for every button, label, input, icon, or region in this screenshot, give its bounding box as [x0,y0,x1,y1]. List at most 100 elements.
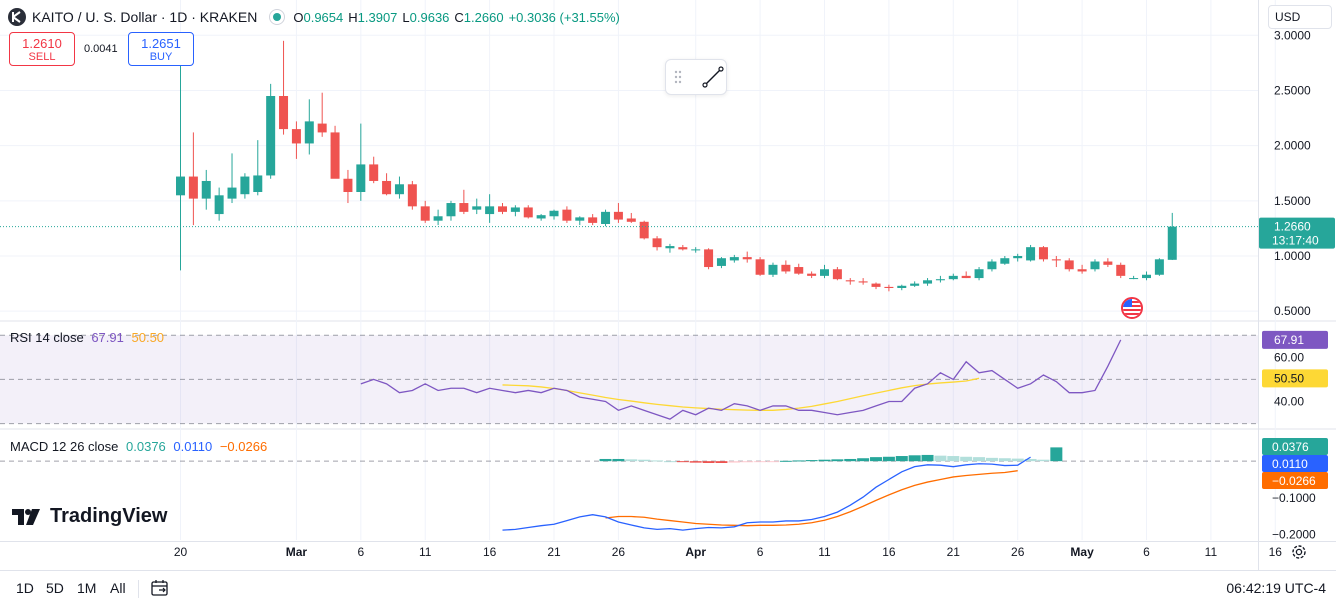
candle-body [227,187,237,199]
x-tick-label: 21 [947,545,961,559]
macd-histogram-bar [676,461,689,463]
candle-body [613,211,623,220]
macd-histogram-bar [1011,458,1024,462]
macd-legend[interactable]: MACD 12 26 close 0.0376 0.0110 −0.0266 [10,439,271,454]
rsi-legend-value: 67.91 [91,330,124,345]
candle-body [588,217,598,223]
macd-histogram-bar [998,458,1011,462]
spread-value: 0.0041 [84,43,118,55]
candle-body [253,175,263,192]
candle-body [1064,260,1074,270]
chart-canvas[interactable]: 20 Mar 6 11 16 21 26 Apr 6 11 16 21 26 May 6 11 16 3.0000… [0,0,1336,570]
candle-body [832,269,842,280]
symbol-header: KAITO / U. S. Dollar · 1D · KRAKEN O0.96… [8,6,620,28]
candle-body [498,206,507,212]
candle-body [575,217,585,221]
candle-body [691,249,701,251]
macd-histogram-bar [831,459,844,462]
market-status-icon[interactable] [269,9,286,25]
x-tick-label: 26 [1011,545,1025,559]
macd-histogram-bar [985,457,998,462]
candle-body [626,218,636,222]
price-change: +0.3036 (+31.55%) [508,9,620,25]
drawing-toolbar[interactable] [665,59,727,95]
macd-histogram-bar [663,461,676,463]
ohlc-close: C1.2660 [454,9,504,25]
ohlc-open: O0.9654 [293,9,344,25]
rsi-legend[interactable]: RSI 14 close 67.91 50.50 [10,330,168,345]
macd-histogram-bar [947,456,960,462]
utc-clock[interactable]: 06:42:19 UTC-4 [1226,580,1326,596]
tradingview-logo[interactable]: TradingView [12,505,167,528]
last-price-label: 1.2660 [1274,220,1311,234]
candle-body [472,206,482,210]
x-tick-label: 20 [174,545,188,559]
last-price-badge [1259,217,1335,249]
us-flag-event-icon[interactable] [1121,297,1143,319]
candle-body [1116,264,1126,276]
rsi-ma-badge [1262,369,1328,388]
currency-value: USD [1275,10,1301,24]
candle-body [485,206,495,215]
candle-body [1103,261,1113,265]
candle-body [897,285,907,288]
x-tick-label: 11 [419,545,432,559]
drag-handle-icon[interactable] [674,70,688,84]
candle-body [317,123,327,133]
range-all-button[interactable]: All [110,580,126,596]
rsi-ma-label: 50.50 [1274,371,1304,385]
trend-line-icon[interactable] [700,64,726,90]
candle-body [871,283,881,287]
candle-body [291,129,301,144]
candle-body [768,264,778,275]
macd-hist-badge [1262,438,1328,455]
macd-histogram-bar [754,461,767,463]
toolbar-divider [138,580,139,598]
candle-body [884,286,894,288]
range-1m-button[interactable]: 1M [77,580,97,596]
candle-body [794,267,804,274]
macd-hist-badge-label: 0.0376 [1272,440,1309,454]
buy-button[interactable]: 1.2651 BUY [128,32,194,66]
candle-body [1129,278,1139,280]
macd-histogram-bar [882,456,895,462]
macd-line-legend-value: 0.0110 [173,439,213,454]
rsi-tick-label: 40.00 [1274,395,1304,409]
range-1d-button[interactable]: 1D [16,580,34,596]
macd-histogram-bar [934,455,947,462]
macd-histogram-bar [689,461,702,463]
macd-signal-badge [1262,472,1328,489]
candle-body [304,121,314,144]
settings-gear-icon[interactable] [1290,543,1308,561]
range-5d-button[interactable]: 5D [46,580,64,596]
macd-histogram-bar [651,460,664,462]
buy-label: BUY [149,50,173,63]
rsi-legend-name: RSI 14 close [10,330,84,345]
macd-histogram-bar [741,461,754,463]
symbol-title[interactable]: KAITO / U. S. Dollar · 1D · KRAKEN [32,9,258,25]
macd-histogram-bar [818,459,831,462]
axes: 20 Mar 6 11 16 21 26 Apr 6 11 16 21 26 May 6 11 16 3.0000… [174,28,1335,559]
macd-histogram-bar [908,455,921,462]
candle-body [845,280,855,282]
candle-body [678,247,688,250]
x-tick-label: 11 [1205,545,1218,559]
x-tick-label: 16 [1269,545,1283,559]
currency-select[interactable]: USD [1268,5,1332,29]
candle-body [716,258,726,266]
candle-body [394,184,404,195]
candle-body [382,180,392,195]
candle-body [420,206,430,221]
calendar-goto-icon[interactable] [150,578,170,598]
x-tick-label: Mar [286,545,308,559]
x-tick-label: May [1070,545,1094,559]
candle-body [446,203,456,217]
x-tick-label: 6 [1143,545,1150,559]
x-tick-label: 26 [612,545,626,559]
candle-body [1142,274,1151,279]
macd-histogram-bar [1024,458,1037,462]
countdown-label: 13:17:40 [1272,234,1319,248]
sell-button[interactable]: 1.2610 SELL [9,32,75,66]
candle-body [176,176,185,196]
candle-body [266,96,276,176]
